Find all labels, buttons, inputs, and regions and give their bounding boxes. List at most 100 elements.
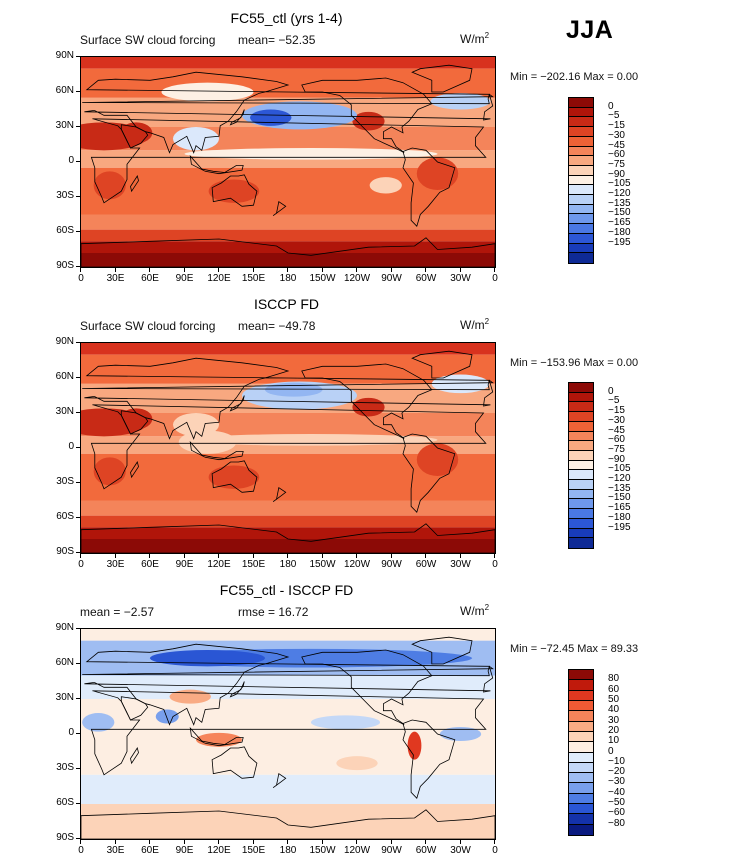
- colorbar-swatch: [569, 731, 593, 743]
- andes-pos: [407, 731, 422, 760]
- y-tick-label: 0: [68, 155, 74, 166]
- coastline-australia: [211, 174, 258, 207]
- min-max-label: Min = −202.16 Max = 0.00: [510, 71, 639, 83]
- coastline-indonesia: [189, 726, 244, 747]
- coastline-arabia: [120, 696, 149, 721]
- x-tick-mark: [459, 840, 461, 844]
- y-tick-mark: [76, 663, 80, 664]
- units-text: W/m: [460, 318, 485, 332]
- x-tick-label: 30E: [106, 273, 125, 284]
- colorbar-swatch: [569, 117, 593, 128]
- x-tick-mark: [252, 554, 254, 558]
- colorbar-label: −60: [608, 807, 625, 819]
- x-tick-mark: [459, 268, 461, 272]
- coastline-africa: [90, 404, 487, 490]
- colorbar: [568, 669, 594, 836]
- arabia-max: [120, 408, 153, 430]
- x-tick-label: 0: [492, 845, 498, 856]
- x-tick-mark: [114, 840, 116, 844]
- indonesia-pos: [196, 732, 242, 747]
- coastline-namerica: [301, 363, 433, 440]
- x-tick-label: 120E: [207, 559, 231, 570]
- x-tick-label: 60W: [415, 845, 437, 856]
- x-tick-label: 0: [78, 845, 84, 856]
- zonal-band: [81, 515, 495, 528]
- contour-map: [81, 57, 495, 267]
- colorbar-swatch: [569, 700, 593, 712]
- colorbar-swatch: [569, 460, 593, 471]
- x-tick-label: 30W: [450, 845, 471, 856]
- colorbar-swatch: [569, 773, 593, 784]
- x-tick-label: 90W: [381, 273, 402, 284]
- colorbar-label: −15: [608, 120, 625, 132]
- season-label: JJA: [566, 16, 614, 44]
- x-tick-mark: [390, 840, 392, 844]
- southafrica-max: [93, 171, 126, 200]
- field-label: Surface SW cloud forcing: [80, 33, 216, 47]
- x-tick-mark: [149, 268, 150, 272]
- x-tick-label: 180: [279, 559, 297, 570]
- y-tick-label: 60S: [56, 797, 74, 808]
- y-tick-label: 30S: [56, 476, 74, 487]
- x-tick-mark: [390, 268, 392, 272]
- southafrica-max: [93, 457, 126, 486]
- antarctica-band: [81, 539, 495, 553]
- x-tick-label: 60W: [415, 559, 437, 570]
- npacific-core: [265, 382, 323, 397]
- zonal-band: [81, 214, 495, 230]
- colorbar-swatch: [569, 518, 593, 529]
- coastline-uk: [82, 665, 494, 677]
- panel-title: ISCCP FD: [253, 296, 320, 312]
- colorbar-label: −75: [608, 443, 625, 455]
- x-tick-label: 120W: [343, 273, 371, 284]
- contour-map: [81, 343, 495, 553]
- zonal-band: [81, 68, 495, 98]
- colorbar-swatch: [569, 392, 593, 403]
- africa-neg: [82, 713, 115, 732]
- siberia: [161, 82, 254, 102]
- colorbar-label: −80: [608, 817, 625, 829]
- colorbar-swatch: [569, 195, 593, 205]
- x-tick-label: 30E: [106, 845, 125, 856]
- zonal-band: [81, 629, 495, 641]
- coastline-australia: [211, 460, 258, 493]
- colorbar-swatch: [569, 499, 593, 510]
- colorbar-label: −75: [608, 158, 625, 170]
- coastline-uk: [82, 379, 494, 391]
- y-tick-label: 30N: [55, 692, 74, 703]
- colorbar-label: −105: [608, 463, 631, 475]
- y-tick-label: 90S: [56, 260, 74, 271]
- colorbar-label: 0: [608, 100, 614, 112]
- colorbar-swatch: [569, 489, 593, 500]
- units-text: W/m: [460, 604, 485, 618]
- y-tick-mark: [76, 266, 80, 267]
- colorbar-label: −135: [608, 482, 631, 494]
- coastline-greenland: [411, 636, 473, 665]
- y-tick-label: 60N: [55, 657, 74, 668]
- x-tick-mark: [425, 554, 426, 558]
- colorbar-label: −30: [608, 414, 625, 426]
- y-tick-mark: [76, 231, 80, 232]
- itcz: [184, 434, 438, 446]
- x-tick-mark: [356, 554, 357, 558]
- y-tick-label: 90S: [56, 546, 74, 557]
- colorbar-swatch: [569, 253, 593, 263]
- antarctica-band: [81, 253, 495, 267]
- coastline-eurasia: [84, 71, 494, 154]
- colorbar-swatch: [569, 383, 593, 393]
- coastline-arabia: [120, 124, 149, 149]
- colorbar-label: −90: [608, 168, 625, 180]
- y-tick-label: 30S: [56, 190, 74, 201]
- coastline-samerica: [402, 719, 456, 799]
- colorbar-swatch: [569, 538, 593, 548]
- x-tick-mark: [494, 554, 495, 558]
- x-tick-label: 150E: [241, 559, 266, 570]
- y-tick-label: 60S: [56, 511, 74, 522]
- map-panel: [80, 628, 496, 840]
- colorbar-swatch: [569, 136, 593, 147]
- y-tick-label: 30N: [55, 406, 74, 417]
- x-tick-mark: [494, 840, 495, 844]
- colorbar-swatch: [569, 742, 593, 753]
- colorbar-swatch: [569, 175, 593, 186]
- colorbar-swatch: [569, 156, 593, 166]
